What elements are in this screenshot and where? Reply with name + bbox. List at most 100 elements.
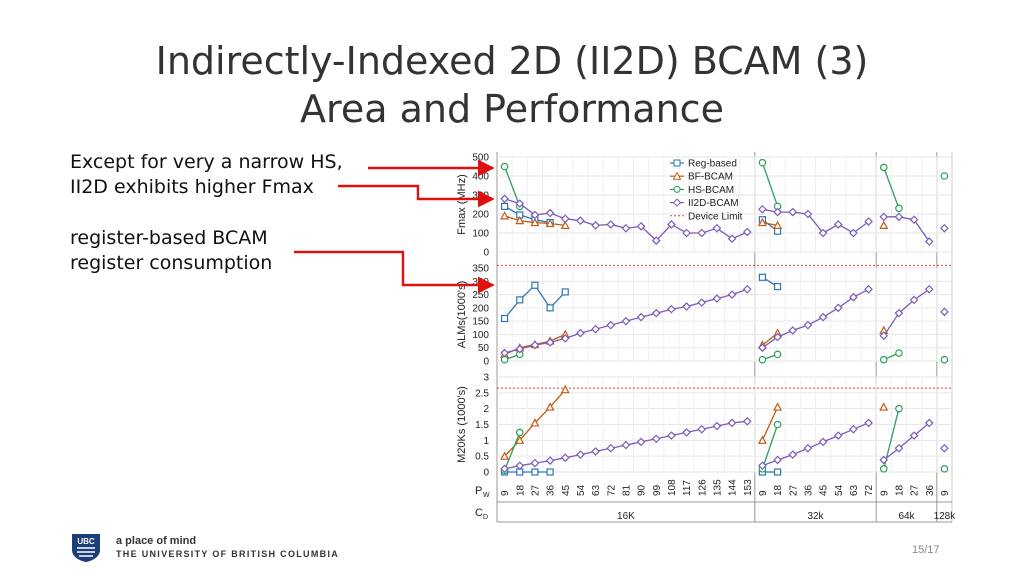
data-point-ii2d-bcam — [940, 307, 949, 317]
y-tick-label: 0 — [483, 468, 489, 479]
data-point-hs-bcam — [758, 355, 767, 364]
y-axis-label: M20Ks (1000's) — [456, 386, 468, 463]
legend-marker-circle — [673, 185, 681, 193]
data-point-ii2d-bcam — [788, 450, 798, 459]
pw-tick-label: 36 — [546, 484, 557, 496]
data-point-bf-bcam — [879, 220, 889, 229]
pw-row-label-sub: W — [483, 492, 490, 499]
data-point-reg-based — [531, 281, 539, 289]
data-point-ii2d-bcam — [621, 223, 631, 233]
data-point-ii2d-bcam — [818, 437, 828, 447]
pw-tick-label: 18 — [773, 484, 784, 496]
data-point-hs-bcam — [879, 355, 888, 364]
data-point-bf-bcam — [500, 451, 510, 460]
data-point-ii2d-bcam — [515, 461, 525, 471]
data-point-ii2d-bcam — [545, 338, 555, 347]
pw-tick-label: 45 — [561, 484, 572, 496]
pw-tick-label: 72 — [606, 484, 617, 496]
series-line-hs-bcam — [503, 166, 521, 207]
data-point-reg-based — [561, 288, 569, 296]
pw-tick-label: 9 — [879, 490, 890, 496]
y-tick-label: 200 — [472, 210, 489, 221]
y-tick-label: 100 — [472, 330, 489, 341]
data-point-hs-bcam — [773, 420, 782, 429]
data-point-reg-based — [773, 468, 782, 476]
data-point-hs-bcam — [940, 172, 949, 180]
pw-tick-label: 27 — [788, 484, 799, 496]
data-point-hs-bcam — [895, 404, 903, 413]
y-tick-label: 150 — [472, 317, 489, 328]
pw-tick-label: 108 — [667, 479, 678, 496]
data-point-ii2d-bcam — [712, 223, 722, 233]
data-point-ii2d-bcam — [788, 207, 798, 217]
data-point-ii2d-bcam — [530, 458, 540, 468]
data-point-ii2d-bcam — [682, 302, 691, 311]
pw-tick-label: 9 — [500, 490, 511, 496]
cd-row-label: C — [475, 507, 483, 519]
data-point-ii2d-bcam — [682, 228, 691, 238]
data-point-hs-bcam — [500, 162, 509, 171]
data-point-ii2d-bcam — [909, 431, 919, 440]
y-tick-label: 0 — [483, 248, 489, 259]
data-point-ii2d-bcam — [651, 236, 661, 245]
bullet-register-line-1: register-based BCAM — [70, 227, 268, 249]
data-point-ii2d-bcam — [712, 421, 722, 431]
y-tick-label: 2 — [483, 404, 489, 415]
data-point-ii2d-bcam — [803, 320, 813, 330]
data-point-ii2d-bcam — [758, 343, 767, 353]
data-point-ii2d-bcam — [864, 418, 873, 428]
data-point-ii2d-bcam — [727, 290, 737, 299]
data-point-ii2d-bcam — [591, 324, 600, 334]
data-point-ii2d-bcam — [667, 304, 676, 314]
data-point-ii2d-bcam — [530, 340, 540, 350]
arrow-to-fmax-panel-2 — [338, 184, 495, 208]
y-tick-label: 3 — [483, 373, 489, 384]
data-point-bf-bcam — [757, 435, 767, 444]
data-point-ii2d-bcam — [849, 424, 858, 434]
data-point-ii2d-bcam — [924, 284, 934, 294]
pw-tick-label: 18 — [894, 484, 905, 496]
data-point-ii2d-bcam — [545, 456, 555, 465]
footer-university: THE UNIVERSITY OF BRITISH COLUMBIA — [116, 549, 340, 559]
pw-tick-label: 126 — [697, 479, 708, 496]
legend-item-reg-based: Reg-based — [670, 159, 737, 170]
data-point-ii2d-bcam — [576, 328, 585, 338]
bullet-fmax-line-2: II2D exhibits higher Fmax — [70, 176, 314, 198]
pw-tick-label: 9 — [758, 490, 769, 496]
y-tick-label: 50 — [478, 343, 490, 354]
arrow-to-alms-panel — [294, 250, 495, 294]
data-point-bf-bcam — [560, 220, 570, 229]
data-point-reg-based — [500, 314, 509, 323]
data-point-bf-bcam — [515, 435, 525, 444]
footer-tagline: a place of mind — [116, 535, 197, 547]
data-point-ii2d-bcam — [697, 228, 707, 238]
data-point-ii2d-bcam — [636, 312, 646, 322]
data-point-bf-bcam — [545, 218, 555, 228]
ubc-logo-text: UBC — [77, 537, 95, 546]
data-point-ii2d-bcam — [667, 220, 676, 229]
data-point-ii2d-bcam — [818, 312, 828, 322]
data-point-ii2d-bcam — [833, 220, 843, 229]
cd-row-label-sub: D — [483, 514, 488, 521]
data-point-reg-based — [516, 296, 524, 304]
data-point-bf-bcam — [773, 220, 783, 229]
data-point-ii2d-bcam — [560, 453, 570, 463]
data-point-ii2d-bcam — [773, 332, 782, 342]
series-line-reg-based — [504, 205, 551, 224]
data-point-ii2d-bcam — [591, 221, 600, 230]
legend-item-ii2d-bcam: II2D-BCAM — [670, 198, 739, 209]
data-point-ii2d-bcam — [742, 227, 752, 237]
data-point-ii2d-bcam — [833, 431, 843, 440]
pw-tick-label: 36 — [803, 484, 814, 496]
y-axis-label: Fmax (MHz) — [456, 174, 468, 235]
y-tick-label: 350 — [472, 264, 489, 275]
data-point-bf-bcam — [879, 402, 889, 411]
data-point-hs-bcam — [773, 350, 782, 359]
series-line-ii2d-bcam — [883, 422, 930, 461]
bullet-register: register-based BCAM register consumption — [70, 226, 272, 276]
title-line-2: Area and Performance — [300, 87, 724, 131]
data-point-ii2d-bcam — [742, 284, 752, 294]
data-point-bf-bcam — [530, 418, 540, 427]
data-point-ii2d-bcam — [924, 237, 934, 246]
series-line-hs-bcam — [503, 432, 521, 471]
